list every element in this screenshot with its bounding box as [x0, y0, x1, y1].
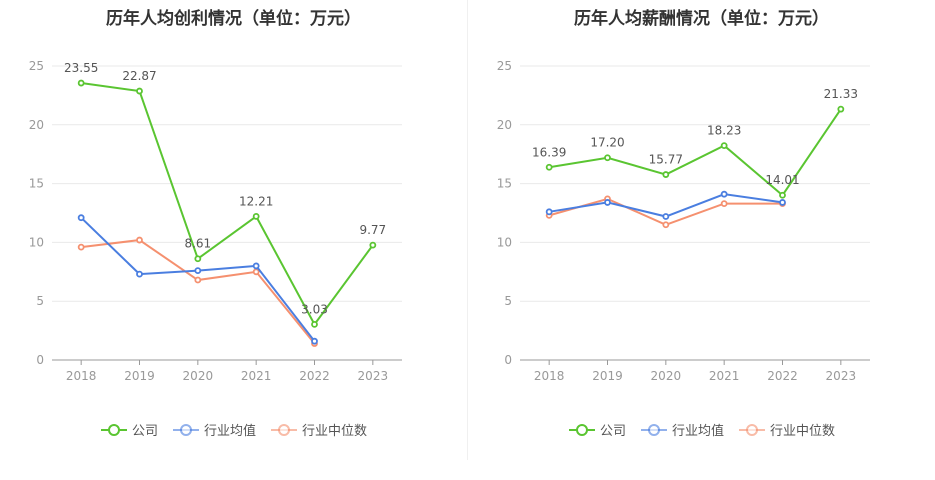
data-point-industry_median[interactable] — [77, 243, 85, 251]
y-tick-label: 10 — [29, 235, 44, 249]
data-point-industry_avg[interactable] — [311, 337, 318, 345]
salary-chart-panel: 历年人均薪酬情况（单位：万元） 0 5 10 15 20 25 2018 2019 2020 20… — [468, 0, 935, 480]
y-tick-label: 10 — [497, 235, 512, 249]
data-point-industry_avg[interactable] — [662, 213, 670, 220]
profit-chart-panel: 历年人均创利情况（单位：万元） 0 5 10 15 20 25 2018 2019 2020 20… — [0, 0, 467, 480]
x-tick-label: 2022 — [299, 369, 330, 383]
data-point-company[interactable] — [604, 154, 611, 162]
y-tick-label: 15 — [497, 177, 512, 191]
data-point-industry_avg[interactable] — [194, 267, 202, 275]
data-point-industry_median[interactable] — [194, 276, 202, 284]
data-point-company[interactable] — [720, 142, 728, 150]
data-point-company[interactable] — [311, 320, 318, 328]
y-tick-label: 25 — [29, 59, 44, 73]
legend-item-company[interactable]: 公司 — [568, 420, 626, 439]
data-point-company[interactable] — [779, 191, 786, 199]
y-tick-label: 5 — [504, 294, 512, 308]
legend-marker-icon — [739, 423, 765, 436]
x-tick-label: 2021 — [709, 369, 740, 383]
x-tick-label: 2021 — [241, 369, 272, 383]
data-label: 17.20 — [590, 136, 624, 150]
legend-marker-icon — [172, 423, 199, 436]
legend-label: 行业均值 — [203, 424, 256, 439]
legend-item-industry_avg[interactable]: 行业均值 — [172, 420, 256, 439]
data-point-industry_avg[interactable] — [136, 270, 143, 278]
data-label: 22.87 — [122, 69, 156, 83]
legend-item-company[interactable]: 公司 — [100, 420, 158, 439]
data-label: 8.61 — [184, 237, 211, 251]
data-point-company[interactable] — [136, 87, 143, 95]
data-point-company[interactable] — [252, 213, 260, 220]
data-point-industry_avg[interactable] — [604, 199, 611, 206]
x-tick-label: 2018 — [534, 369, 565, 383]
profit-line-chart: 0 5 10 15 20 25 2018 2019 2020 2021 2022 2023 23.55 2… — [29, 59, 402, 383]
legend-label: 行业中位数 — [302, 424, 368, 439]
legend-label: 公司 — [599, 424, 626, 439]
legend-label: 行业均值 — [671, 424, 724, 439]
legend-item-industry_median[interactable]: 行业中位数 — [270, 420, 367, 439]
y-tick-label: 15 — [29, 177, 44, 191]
chart-title: 历年人均薪酬情况（单位：万元） — [574, 9, 829, 29]
chart-legend: 公司 行业均值 行业中位数 — [0, 420, 467, 439]
legend-item-industry_median[interactable]: 行业中位数 — [738, 420, 835, 439]
x-tick-label: 2019 — [124, 369, 155, 383]
x-tick-label: 2022 — [767, 369, 798, 383]
series-line-industry_median — [548, 197, 783, 226]
chart-legend: 公司 行业均值 行业中位数 — [468, 420, 935, 439]
data-point-company[interactable] — [77, 79, 85, 87]
data-label: 9.77 — [359, 223, 386, 237]
panel-divider — [467, 0, 468, 460]
data-point-industry_avg[interactable] — [77, 214, 85, 222]
legend-label: 公司 — [131, 424, 158, 439]
x-tick-label: 2018 — [66, 369, 97, 383]
legend-marker-icon — [568, 423, 595, 436]
x-tick-label: 2023 — [358, 369, 389, 383]
x-tick-label: 2020 — [183, 369, 214, 383]
legend-marker-icon — [100, 423, 127, 436]
chart-title: 历年人均创利情况（单位：万元） — [106, 9, 361, 29]
data-label: 23.55 — [64, 61, 98, 75]
data-point-industry_median[interactable] — [136, 236, 143, 244]
data-point-company[interactable] — [194, 255, 202, 263]
y-tick-label: 20 — [497, 118, 512, 132]
x-tick-label: 2019 — [592, 369, 623, 383]
salary-line-chart: 0 5 10 15 20 25 2018 2019 2020 2021 2022 2023 16.39 1… — [497, 59, 870, 383]
data-point-company[interactable] — [545, 163, 553, 171]
y-tick-label: 25 — [497, 59, 512, 73]
x-tick-label: 2020 — [651, 369, 682, 383]
legend-marker-icon — [640, 423, 667, 436]
data-point-industry_median[interactable] — [252, 268, 260, 276]
data-point-industry_avg[interactable] — [252, 262, 260, 270]
data-label: 14.01 — [765, 173, 799, 187]
data-point-industry_avg[interactable] — [545, 208, 553, 216]
legend-label: 行业中位数 — [770, 424, 836, 439]
data-label: 16.39 — [532, 145, 566, 159]
data-point-industry_median[interactable] — [720, 200, 728, 207]
series-line-company — [81, 82, 374, 327]
data-point-industry_avg[interactable] — [720, 190, 728, 198]
data-point-company[interactable] — [369, 241, 377, 249]
x-tick-label: 2023 — [826, 369, 857, 383]
data-point-company[interactable] — [837, 105, 845, 113]
series-line-company — [549, 108, 842, 197]
y-tick-label: 0 — [36, 353, 44, 367]
y-tick-label: 5 — [36, 294, 44, 308]
data-point-industry_median[interactable] — [662, 221, 670, 229]
data-label: 12.21 — [239, 194, 273, 208]
legend-marker-icon — [271, 423, 297, 436]
data-label: 21.33 — [824, 87, 858, 101]
legend-item-industry_avg[interactable]: 行业均值 — [640, 420, 724, 439]
data-label: 15.77 — [649, 153, 683, 167]
y-tick-label: 20 — [29, 118, 44, 132]
data-point-company[interactable] — [662, 171, 670, 178]
data-label: 18.23 — [707, 124, 741, 138]
data-point-industry_avg[interactable] — [779, 199, 786, 206]
y-tick-label: 0 — [504, 353, 512, 367]
data-label: 3.03 — [301, 302, 328, 316]
